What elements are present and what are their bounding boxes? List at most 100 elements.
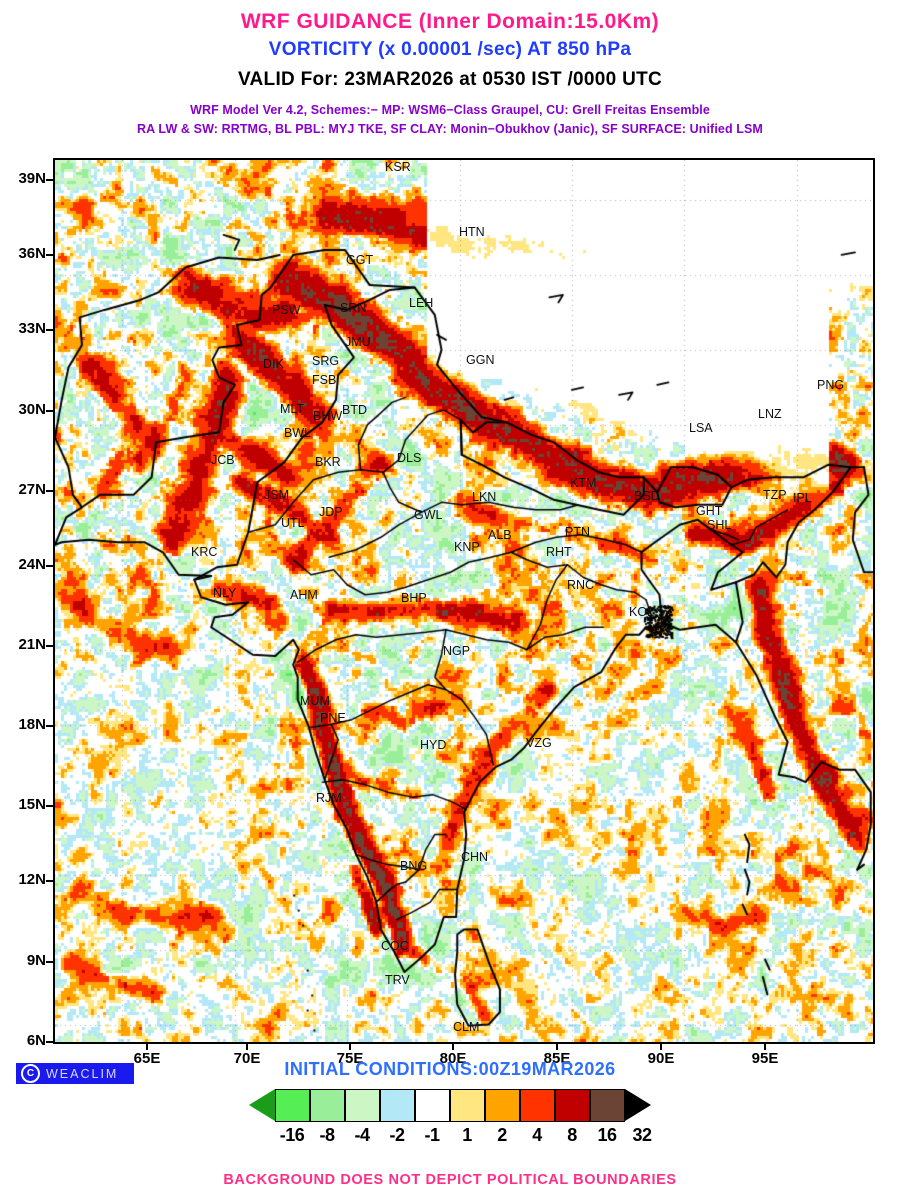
city-label-ptn: PTN bbox=[565, 525, 590, 539]
city-label-ksr: KSR bbox=[385, 160, 411, 174]
page-subtitle: VORTICITY (x 0.00001 /sec) AT 850 hPa bbox=[268, 39, 632, 60]
colorbar-label-1: 1 bbox=[462, 1125, 472, 1145]
city-label-lsa: LSA bbox=[689, 421, 713, 435]
colorbar-label--1: -1 bbox=[424, 1125, 440, 1145]
colorbar-over-arrow bbox=[625, 1089, 651, 1121]
lon-tick-75E: 75E bbox=[322, 1042, 378, 1067]
colorbar-label-4: 4 bbox=[532, 1125, 542, 1145]
city-label-bsd: BSD bbox=[634, 489, 660, 503]
lat-tick-24N: 24N bbox=[0, 556, 55, 573]
city-label-rnc: RNC bbox=[567, 578, 595, 592]
lat-tick-6N: 6N bbox=[0, 1032, 55, 1049]
city-label-pne: PNE bbox=[320, 711, 346, 725]
city-label-alb: ALB bbox=[488, 528, 512, 542]
city-label-bwl: BWL bbox=[284, 426, 312, 440]
city-label-srg: SRG bbox=[312, 354, 340, 368]
lat-tick-33N: 33N bbox=[0, 320, 55, 337]
lat-tick-9N: 9N bbox=[0, 952, 55, 969]
colorbar-tick-labels: -16 -8 -4 -2 -1 1 2 4 8 16 32 bbox=[0, 1125, 900, 1146]
weaclim-logo-text: WEACLIM bbox=[46, 1066, 119, 1081]
city-label-ahm: AHM bbox=[290, 588, 318, 602]
city-label-tzp: TZP bbox=[763, 488, 787, 502]
lat-tick-30N: 30N bbox=[0, 401, 55, 418]
lon-tick-85E: 85E bbox=[529, 1042, 585, 1067]
city-label-nly: NLY bbox=[213, 586, 237, 600]
colorbar-under-arrow bbox=[249, 1089, 275, 1121]
city-label-bng: BNG bbox=[400, 859, 428, 873]
colorbar-cell-10[interactable] bbox=[590, 1089, 625, 1122]
weaclim-logo: C WEACLIM bbox=[16, 1063, 134, 1084]
colorbar-label-32: 32 bbox=[632, 1125, 652, 1145]
city-label-png: PNG bbox=[817, 378, 845, 392]
colorbar-cell-3[interactable] bbox=[345, 1089, 380, 1122]
city-label-jsm: JSM bbox=[264, 488, 289, 502]
city-label-chn: CHN bbox=[461, 850, 489, 864]
lon-tick-65E: 65E bbox=[119, 1042, 175, 1067]
colorbar-cell-9[interactable] bbox=[555, 1089, 590, 1122]
city-label-fsb: FSB bbox=[312, 373, 337, 387]
city-label-vzg: VZG bbox=[526, 736, 552, 750]
city-label-htn: HTN bbox=[459, 225, 485, 239]
colorbar-label-16: 16 bbox=[597, 1125, 617, 1145]
city-label-hyd: HYD bbox=[420, 738, 447, 752]
copyright-icon: C bbox=[21, 1064, 40, 1083]
city-label-trv: TRV bbox=[385, 973, 410, 987]
vorticity-map[interactable]: KSR HTN GGT SRN LEH PSW JMU DIK SRG GGN FSB PNG MLT B… bbox=[53, 158, 875, 1044]
city-label-gwl: GWL bbox=[414, 508, 443, 522]
lat-tick-39N: 39N bbox=[0, 170, 55, 187]
city-label-lnz: LNZ bbox=[758, 407, 782, 421]
city-label-ght: GHT bbox=[696, 504, 723, 518]
city-label-jcb: JCB bbox=[211, 453, 235, 467]
lat-tick-12N: 12N bbox=[0, 871, 55, 888]
colorbar-label--4: -4 bbox=[354, 1125, 370, 1145]
city-label-lkn: LKN bbox=[472, 490, 497, 504]
colorbar-cell-1[interactable] bbox=[275, 1089, 310, 1122]
city-label-dls: DLS bbox=[397, 451, 422, 465]
city-label-jmu: JMU bbox=[345, 335, 371, 349]
city-label-dik: DIK bbox=[263, 357, 284, 371]
colorbar-label--8: -8 bbox=[319, 1125, 335, 1145]
colorbar-legend: -16 -8 -4 -2 -1 1 2 4 8 16 32 bbox=[0, 1089, 900, 1146]
city-label-bkr: BKR bbox=[315, 455, 341, 469]
city-label-kol: KOL bbox=[629, 605, 655, 619]
initial-conditions-label: INITIAL CONDITIONS:00Z19MAR2026 bbox=[284, 1059, 616, 1079]
colorbar-label--16: -16 bbox=[279, 1125, 305, 1145]
city-label-jdp: JDP bbox=[319, 505, 343, 519]
valid-time-label: VALID For: 23MAR2026 at 0530 IST /0000 U… bbox=[237, 69, 663, 90]
city-label-utl: UTL bbox=[281, 516, 305, 530]
colorbar-cell-6[interactable] bbox=[450, 1089, 485, 1122]
colorbar-label-2: 2 bbox=[497, 1125, 507, 1145]
vorticity-field-canvas bbox=[55, 160, 873, 1042]
city-label-ipl: IPL bbox=[793, 491, 812, 505]
scheme-line-1: WRF Model Ver 4.2, Schemes:− MP: WSM6−Cl… bbox=[190, 103, 710, 117]
city-label-knp: KNP bbox=[454, 540, 480, 554]
colorbar-cell-5[interactable] bbox=[415, 1089, 450, 1122]
city-label-shl: SHL bbox=[707, 518, 732, 532]
lon-tick-80E: 80E bbox=[425, 1042, 481, 1067]
lat-tick-21N: 21N bbox=[0, 636, 55, 653]
lat-tick-15N: 15N bbox=[0, 796, 55, 813]
city-label-ktm: KTM bbox=[570, 476, 597, 490]
lat-tick-36N: 36N bbox=[0, 245, 55, 262]
city-label-bhw: BHW bbox=[313, 409, 343, 423]
city-label-mlt: MLT bbox=[280, 402, 305, 416]
city-label-ngp: NGP bbox=[443, 644, 471, 658]
city-label-mum: MUM bbox=[300, 694, 330, 708]
colorbar-strip[interactable] bbox=[0, 1089, 900, 1122]
colorbar-cell-7[interactable] bbox=[485, 1089, 520, 1122]
city-label-ggn: GGN bbox=[466, 353, 495, 367]
colorbar-cell-8[interactable] bbox=[520, 1089, 555, 1122]
city-label-rht: RHT bbox=[546, 545, 572, 559]
city-label-krc: KRC bbox=[191, 545, 218, 559]
city-label-coc: COC bbox=[381, 939, 409, 953]
lat-tick-18N: 18N bbox=[0, 716, 55, 733]
lon-tick-95E: 95E bbox=[737, 1042, 793, 1067]
city-label-bhp: BHP bbox=[401, 591, 427, 605]
lon-tick-70E: 70E bbox=[219, 1042, 275, 1067]
city-label-ggt: GGT bbox=[346, 253, 374, 267]
page-title: WRF GUIDANCE (Inner Domain:15.0Km) bbox=[240, 10, 660, 33]
colorbar-cell-2[interactable] bbox=[310, 1089, 345, 1122]
colorbar-label-8: 8 bbox=[567, 1125, 577, 1145]
colorbar-cell-4[interactable] bbox=[380, 1089, 415, 1122]
city-label-srn: SRN bbox=[340, 301, 367, 315]
